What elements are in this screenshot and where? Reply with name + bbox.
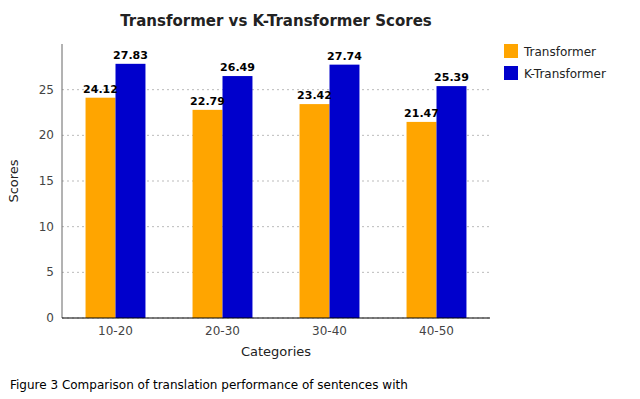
- y-tick-label: 0: [46, 311, 54, 325]
- bar: [86, 98, 116, 318]
- bars: [86, 64, 467, 318]
- data-label: 25.39: [434, 71, 469, 84]
- legend-swatch: [504, 44, 518, 58]
- bar: [330, 65, 360, 318]
- legend: Transformer K-Transformer: [504, 44, 606, 81]
- data-labels: 24.12 22.79 23.42 21.47 27.83 26.49 27.74 25.39: [83, 49, 469, 120]
- data-label: 27.74: [327, 50, 362, 63]
- chart: Transformer vs K-Transformer Scores 0 5 10 1…: [0, 0, 640, 399]
- title: Transformer vs K-Transformer Scores: [120, 12, 432, 30]
- data-label: 23.42: [297, 89, 332, 102]
- x-tick-label: 10-20: [98, 324, 133, 338]
- x-axis-line: [62, 318, 490, 319]
- legend-label: Transformer: [523, 45, 596, 59]
- bar: [193, 110, 223, 318]
- y-axis-line: [62, 44, 63, 318]
- legend-label: K-Transformer: [524, 67, 606, 81]
- bar: [223, 76, 253, 318]
- y-tick-label: 25: [39, 83, 54, 97]
- x-tick-label: 40-50: [419, 324, 454, 338]
- y-axis-label: Scores: [6, 159, 21, 202]
- bar: [407, 122, 437, 318]
- y-tick-label: 10: [39, 220, 54, 234]
- legend-swatch: [504, 66, 518, 80]
- y-tick-label: 15: [39, 174, 54, 188]
- x-axis-label: Categories: [241, 344, 311, 359]
- data-label: 21.47: [404, 107, 439, 120]
- y-tick-label: 20: [39, 128, 54, 142]
- caption: Figure 3 Comparison of translation perfo…: [10, 378, 408, 392]
- data-label: 22.79: [190, 95, 225, 108]
- data-label: 27.83: [113, 49, 148, 62]
- x-tick-label: 30-40: [312, 324, 347, 338]
- y-tick-label: 5: [46, 265, 54, 279]
- data-label: 24.12: [83, 83, 118, 96]
- bar: [116, 64, 146, 318]
- x-tick-label: 20-30: [205, 324, 240, 338]
- bar: [300, 104, 330, 318]
- grid-line: [62, 318, 490, 319]
- data-label: 26.49: [220, 61, 255, 74]
- bar: [437, 86, 467, 318]
